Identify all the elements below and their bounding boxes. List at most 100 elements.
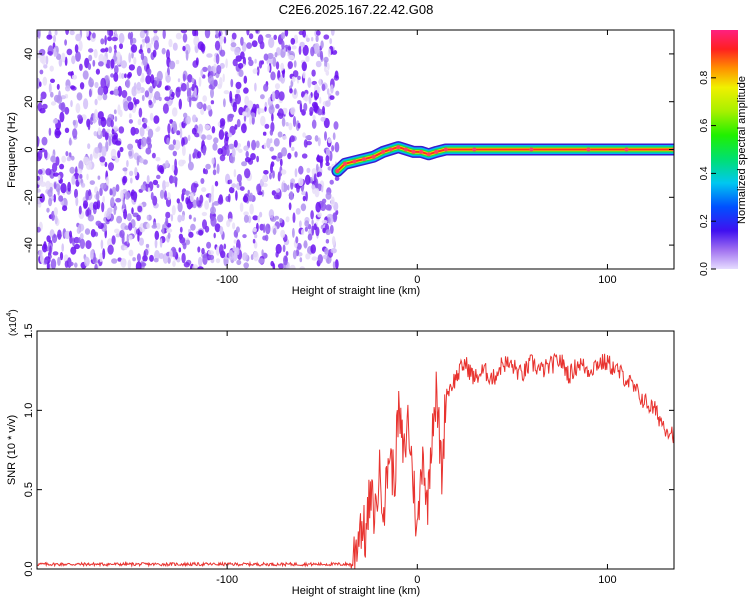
colorbar: 0.0 0.2 0.4 0.6 0.8 Normalized spectral ampl… [699, 30, 748, 276]
noise-dot [237, 143, 242, 148]
noise-dot [79, 82, 85, 90]
noise-dot [279, 158, 283, 167]
noise-dot [57, 188, 60, 196]
noise-dot [71, 55, 76, 65]
noise-dot [48, 197, 53, 207]
noise-dot [130, 44, 138, 53]
noise-dot [120, 189, 124, 201]
noise-dot [59, 111, 65, 123]
spectrogram-y-ticks: -40 -20 0 20 40 [23, 48, 674, 253]
noise-dot [162, 30, 166, 40]
noise-dot [187, 134, 191, 141]
noise-dot [334, 141, 340, 153]
noise-dot [311, 219, 314, 226]
noise-dot [223, 98, 226, 108]
noise-dot [236, 259, 242, 266]
noise-dot [99, 252, 103, 263]
colorbar-label: Normalized spectral amplitude [736, 76, 748, 224]
noise-dot [149, 112, 154, 121]
noise-dot [53, 172, 59, 177]
noise-dot [228, 143, 235, 150]
noise-dot [182, 73, 186, 82]
noise-dot [126, 233, 129, 245]
noise-dot [64, 106, 70, 115]
noise-dot [252, 68, 258, 74]
noise-dot [327, 137, 332, 144]
noise-dot [235, 226, 240, 233]
noise-dot [296, 183, 300, 193]
snr-y-tick-label: 1.5 [23, 323, 35, 338]
noise-dot [84, 256, 90, 267]
noise-dot [260, 94, 265, 100]
noise-dot [98, 53, 105, 63]
noise-dot [302, 71, 306, 79]
noise-dot [145, 243, 150, 248]
noise-dot [123, 208, 128, 220]
noise-dot [133, 57, 137, 65]
noise-dot [42, 76, 48, 86]
noise-dot [39, 193, 45, 203]
noise-dot [201, 211, 208, 217]
noise-dot [52, 251, 59, 256]
noise-dot [282, 69, 285, 78]
noise-dot [290, 106, 296, 115]
noise-dot [98, 61, 104, 67]
noise-dot [233, 239, 237, 244]
noise-dot [206, 134, 213, 141]
noise-dot [140, 262, 147, 267]
noise-dot [306, 167, 311, 173]
svg-text:(x104): (x104) [6, 309, 19, 336]
noise-dot [105, 176, 110, 186]
noise-dot [254, 234, 258, 239]
noise-dot [206, 104, 212, 111]
noise-dot [231, 147, 236, 158]
noise-dot [137, 205, 143, 213]
noise-dot [268, 37, 275, 49]
noise-dot [59, 163, 65, 170]
noise-dot [224, 30, 229, 36]
noise-dot [81, 182, 86, 188]
noise-dot [261, 189, 265, 197]
noise-dot [210, 100, 215, 105]
noise-dot [65, 151, 69, 157]
noise-dot [48, 83, 52, 94]
noise-dot [102, 195, 105, 204]
noise-dot [329, 179, 334, 185]
noise-dot [207, 65, 212, 73]
noise-dot [257, 214, 261, 223]
noise-dot [302, 132, 306, 138]
noise-dot [49, 65, 54, 72]
noise-dot [307, 77, 312, 89]
noise-dot [181, 122, 186, 129]
noise-dot [311, 119, 317, 129]
noise-dot [274, 89, 280, 100]
noise-dot [231, 183, 237, 189]
noise-dot [127, 259, 132, 269]
noise-dot [262, 131, 267, 136]
noise-dot [111, 235, 116, 245]
noise-dot [165, 181, 170, 188]
spectrogram-x-axis-label: Height of straight line (km) [292, 285, 420, 297]
noise-dot [188, 153, 192, 164]
noise-dot [239, 202, 244, 213]
noise-dot [260, 115, 266, 126]
noise-dot [317, 254, 323, 264]
noise-dot [303, 139, 308, 148]
noise-dot [114, 156, 120, 163]
noise-dot [253, 251, 259, 262]
noise-dot [313, 102, 319, 113]
noise-dot [274, 83, 281, 90]
noise-dot [268, 209, 275, 219]
noise-dot [38, 249, 43, 257]
noise-dot [294, 151, 298, 158]
noise-dot [269, 146, 275, 152]
noise-dot [230, 42, 237, 48]
noise-dot [182, 145, 186, 157]
noise-dot [182, 242, 187, 250]
noise-dot [108, 135, 112, 147]
noise-dot [314, 188, 320, 198]
noise-dot [321, 83, 326, 92]
noise-dot [202, 103, 207, 112]
noise-dot [227, 132, 233, 138]
noise-dot [171, 107, 178, 117]
